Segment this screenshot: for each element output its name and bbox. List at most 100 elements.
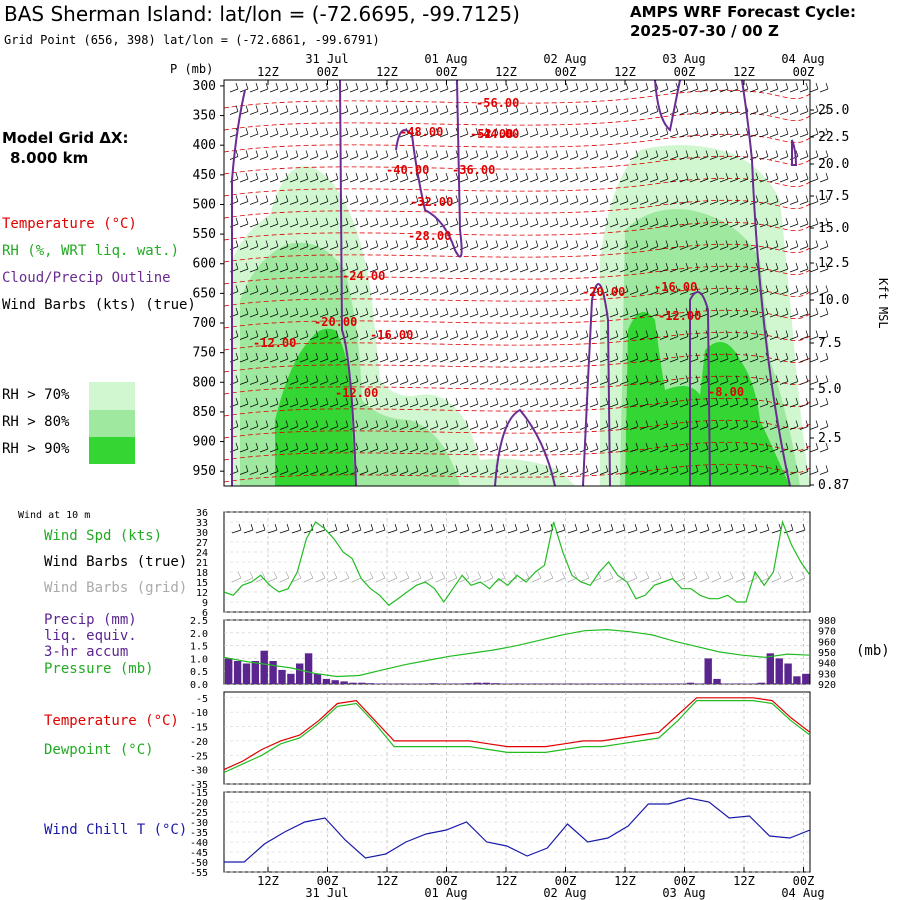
wind-barb bbox=[479, 375, 489, 385]
left-axis-tick-label: -40 bbox=[190, 838, 208, 849]
wind-barb bbox=[739, 127, 749, 138]
left-axis-tick-label: 0.0 bbox=[190, 680, 208, 691]
wind-barb bbox=[559, 420, 569, 430]
wind-barb bbox=[809, 307, 819, 318]
wind-barb bbox=[509, 127, 519, 138]
wind-barb bbox=[699, 82, 709, 93]
wind-barb bbox=[509, 420, 519, 430]
wind-barb bbox=[239, 217, 249, 228]
wind-barb bbox=[469, 105, 479, 115]
wind-barb bbox=[659, 442, 669, 453]
left-axis-tick-label: 18 bbox=[196, 568, 208, 579]
wind-barb bbox=[369, 172, 379, 183]
wind-barb bbox=[569, 442, 579, 453]
temperature-label: -32.00 bbox=[410, 195, 453, 209]
wind-barb bbox=[809, 420, 819, 430]
wind-barb bbox=[759, 82, 769, 93]
wind-barb bbox=[799, 172, 809, 183]
wind-barb bbox=[759, 105, 769, 115]
wind-barb bbox=[599, 240, 609, 250]
precip-bar bbox=[242, 663, 251, 684]
wind-barb bbox=[519, 375, 529, 385]
wind-barb bbox=[369, 442, 379, 453]
wind-barb bbox=[499, 82, 509, 93]
wind-barb bbox=[479, 195, 489, 205]
temperature-contour bbox=[223, 155, 811, 175]
temperature-label: -24.00 bbox=[342, 269, 385, 283]
wind-barb bbox=[309, 375, 319, 385]
wind-barb bbox=[589, 330, 599, 340]
wind-barb bbox=[279, 442, 289, 453]
wind-barb bbox=[669, 307, 679, 318]
wind-barb bbox=[699, 465, 709, 475]
wind-barb bbox=[259, 375, 269, 385]
wind-barb bbox=[699, 217, 709, 228]
wind-barb bbox=[489, 330, 499, 340]
wind-barb bbox=[459, 330, 469, 340]
wind-barb bbox=[699, 195, 709, 205]
wind-barb bbox=[259, 330, 269, 340]
wind-barb bbox=[479, 105, 489, 115]
wind-barb bbox=[549, 397, 559, 408]
wind-barb bbox=[359, 397, 369, 408]
wind-barb bbox=[339, 82, 349, 93]
wind-barb bbox=[729, 330, 739, 340]
wind-barb bbox=[249, 352, 259, 363]
wind-barb-true bbox=[699, 523, 710, 534]
wind-barb bbox=[599, 420, 609, 430]
rh-region-4 bbox=[275, 328, 355, 486]
precip-bar bbox=[695, 683, 703, 684]
wind-barb bbox=[649, 442, 659, 453]
wind-barb bbox=[789, 442, 799, 453]
wind-barb-true bbox=[327, 523, 338, 534]
wind-barb bbox=[279, 150, 289, 160]
wind-barb bbox=[749, 375, 759, 385]
wind-barb bbox=[649, 352, 659, 363]
wind-barb bbox=[429, 127, 439, 138]
wind-barb bbox=[819, 172, 829, 183]
wind-barb bbox=[759, 330, 769, 340]
wind-barb bbox=[689, 442, 699, 453]
wind-barb bbox=[659, 150, 669, 160]
wind-barb bbox=[579, 105, 589, 115]
wind-barb bbox=[469, 397, 479, 408]
wind-barb bbox=[559, 307, 569, 318]
wind-barb bbox=[439, 330, 449, 340]
wind-barb bbox=[809, 240, 819, 250]
wind-barb bbox=[249, 420, 259, 430]
wind-barb bbox=[719, 465, 729, 475]
wind-barb bbox=[509, 262, 519, 273]
wind-barb bbox=[479, 465, 489, 475]
wind-barb bbox=[329, 330, 339, 340]
wind-barb bbox=[409, 240, 419, 250]
wind-barb bbox=[369, 217, 379, 228]
wind-barb bbox=[249, 172, 259, 183]
rh-level-90-swatch bbox=[89, 437, 135, 464]
wind-barb bbox=[619, 375, 629, 385]
wind-barb bbox=[759, 172, 769, 183]
wind-barb bbox=[329, 352, 339, 363]
wind-barb bbox=[689, 172, 699, 183]
wind-barb bbox=[319, 82, 329, 93]
wind-barb bbox=[619, 82, 629, 93]
wind-barb bbox=[819, 330, 829, 340]
wind-barb bbox=[539, 262, 549, 273]
wind-barb bbox=[639, 150, 649, 160]
wind-barb bbox=[309, 105, 319, 115]
wind-barb bbox=[289, 195, 299, 205]
wind-barb bbox=[559, 397, 569, 408]
wind-barb bbox=[469, 150, 479, 160]
wind-barb bbox=[529, 105, 539, 115]
wind-barb-true bbox=[519, 523, 530, 534]
wind-barb bbox=[329, 442, 339, 453]
wind-barb bbox=[709, 217, 719, 228]
wind-barb bbox=[509, 330, 519, 340]
wind-barb bbox=[709, 375, 719, 385]
wind-barb bbox=[399, 172, 409, 183]
pressure-tick-label: 800 bbox=[193, 375, 216, 390]
wind-barb bbox=[519, 465, 529, 475]
wind-barb bbox=[349, 307, 359, 318]
wind-barb bbox=[449, 352, 459, 363]
precip-bar bbox=[384, 683, 393, 684]
wind-barb bbox=[389, 397, 399, 408]
